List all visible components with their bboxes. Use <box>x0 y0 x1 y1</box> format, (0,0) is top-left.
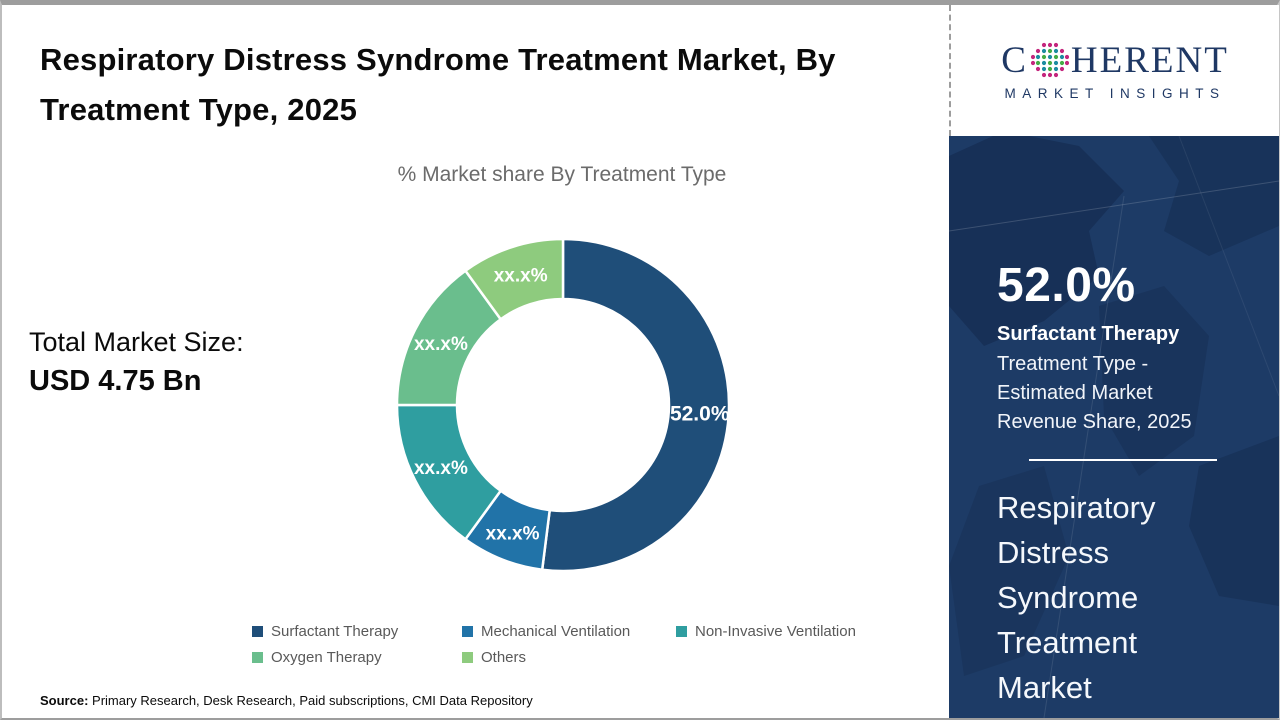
source-label: Source: <box>40 693 89 708</box>
donut-segment-label-non-invasive-ventilation: xx.x% <box>414 458 468 479</box>
market-name-line: Respiratory <box>997 490 1156 525</box>
legend-marker-icon <box>252 626 263 637</box>
stat-value: 52.0% <box>997 259 1136 312</box>
market-name-line: Distress <box>997 535 1109 570</box>
total-market-size-value: USD 4.75 Bn <box>29 365 202 397</box>
legend-label: Mechanical Ventilation <box>481 623 631 640</box>
donut-segment-label-mechanical-ventilation: xx.x% <box>486 523 540 544</box>
legend-item-others: Others <box>462 649 676 666</box>
legend-marker-icon <box>462 652 473 663</box>
summary-sidebar: 52.0% Surfactant Therapy Treatment Type … <box>949 136 1279 718</box>
total-market-size: Total Market Size: USD 4.75 Bn <box>29 327 244 398</box>
market-name-line: Market <box>997 670 1092 705</box>
legend-item-mechanical-ventilation: Mechanical Ventilation <box>462 623 676 640</box>
sidebar-divider <box>1029 459 1217 461</box>
legend-item-oxygen-therapy: Oxygen Therapy <box>252 649 462 666</box>
legend-marker-icon <box>676 626 687 637</box>
market-name-line: Syndrome <box>997 580 1139 615</box>
stat-title: Surfactant Therapy <box>997 323 1180 345</box>
legend-label: Surfactant Therapy <box>271 623 399 640</box>
coherent-logo: C HERENT MARKET INSIGHTS <box>949 5 1279 136</box>
donut-segment-others <box>463 237 565 321</box>
logo-wordmark: C HERENT <box>1001 40 1229 80</box>
chart-panel: Respiratory Distress Syndrome Treatment … <box>2 5 949 718</box>
legend-item-non-invasive-ventilation: Non-Invasive Ventilation <box>676 623 856 640</box>
total-market-size-label: Total Market Size: <box>29 327 244 357</box>
donut-chart-svg: 52.0% xx.x% xx.x% xx.x% xx.x% <box>395 237 731 573</box>
legend-label: Oxygen Therapy <box>271 649 382 666</box>
legend-marker-icon <box>252 652 263 663</box>
legend-label: Non-Invasive Ventilation <box>695 623 856 640</box>
right-column: C HERENT MARKET INSIGHTS <box>949 5 1279 718</box>
legend-marker-icon <box>462 626 473 637</box>
chart-legend: Surfactant Therapy Mechanical Ventilation… <box>252 623 856 666</box>
donut-segment-surfactant-therapy <box>540 237 731 573</box>
donut-segment-label-surfactant-therapy: 52.0% <box>670 403 730 426</box>
logo-letters-herent: HERENT <box>1070 39 1229 81</box>
page-title: Respiratory Distress Syndrome Treatment … <box>40 42 836 127</box>
donut-chart: 52.0% xx.x% xx.x% xx.x% xx.x% <box>393 235 733 575</box>
legend-item-surfactant-therapy: Surfactant Therapy <box>252 623 462 640</box>
sidebar-content: 52.0% Surfactant Therapy Treatment Type … <box>949 258 1279 710</box>
logo-letter-c: C <box>1001 39 1028 81</box>
donut-segment-label-oxygen-therapy: xx.x% <box>414 334 468 355</box>
source-line: Source: Primary Research, Desk Research,… <box>40 693 533 708</box>
source-text: Primary Research, Desk Research, Paid su… <box>88 693 533 708</box>
market-name: Respiratory Distress Syndrome Treatment … <box>997 485 1249 710</box>
stat-description: Treatment Type - Estimated Market Revenu… <box>997 353 1192 433</box>
logo-subtext: MARKET INSIGHTS <box>1004 86 1226 101</box>
market-name-line: Treatment <box>997 625 1138 660</box>
donut-segment-label-others: xx.x% <box>494 266 548 287</box>
legend-label: Others <box>481 649 527 666</box>
chart-subtitle: % Market share By Treatment Type <box>397 163 727 186</box>
coherent-globe-icon <box>1030 42 1069 78</box>
world-map-background <box>949 136 1279 718</box>
